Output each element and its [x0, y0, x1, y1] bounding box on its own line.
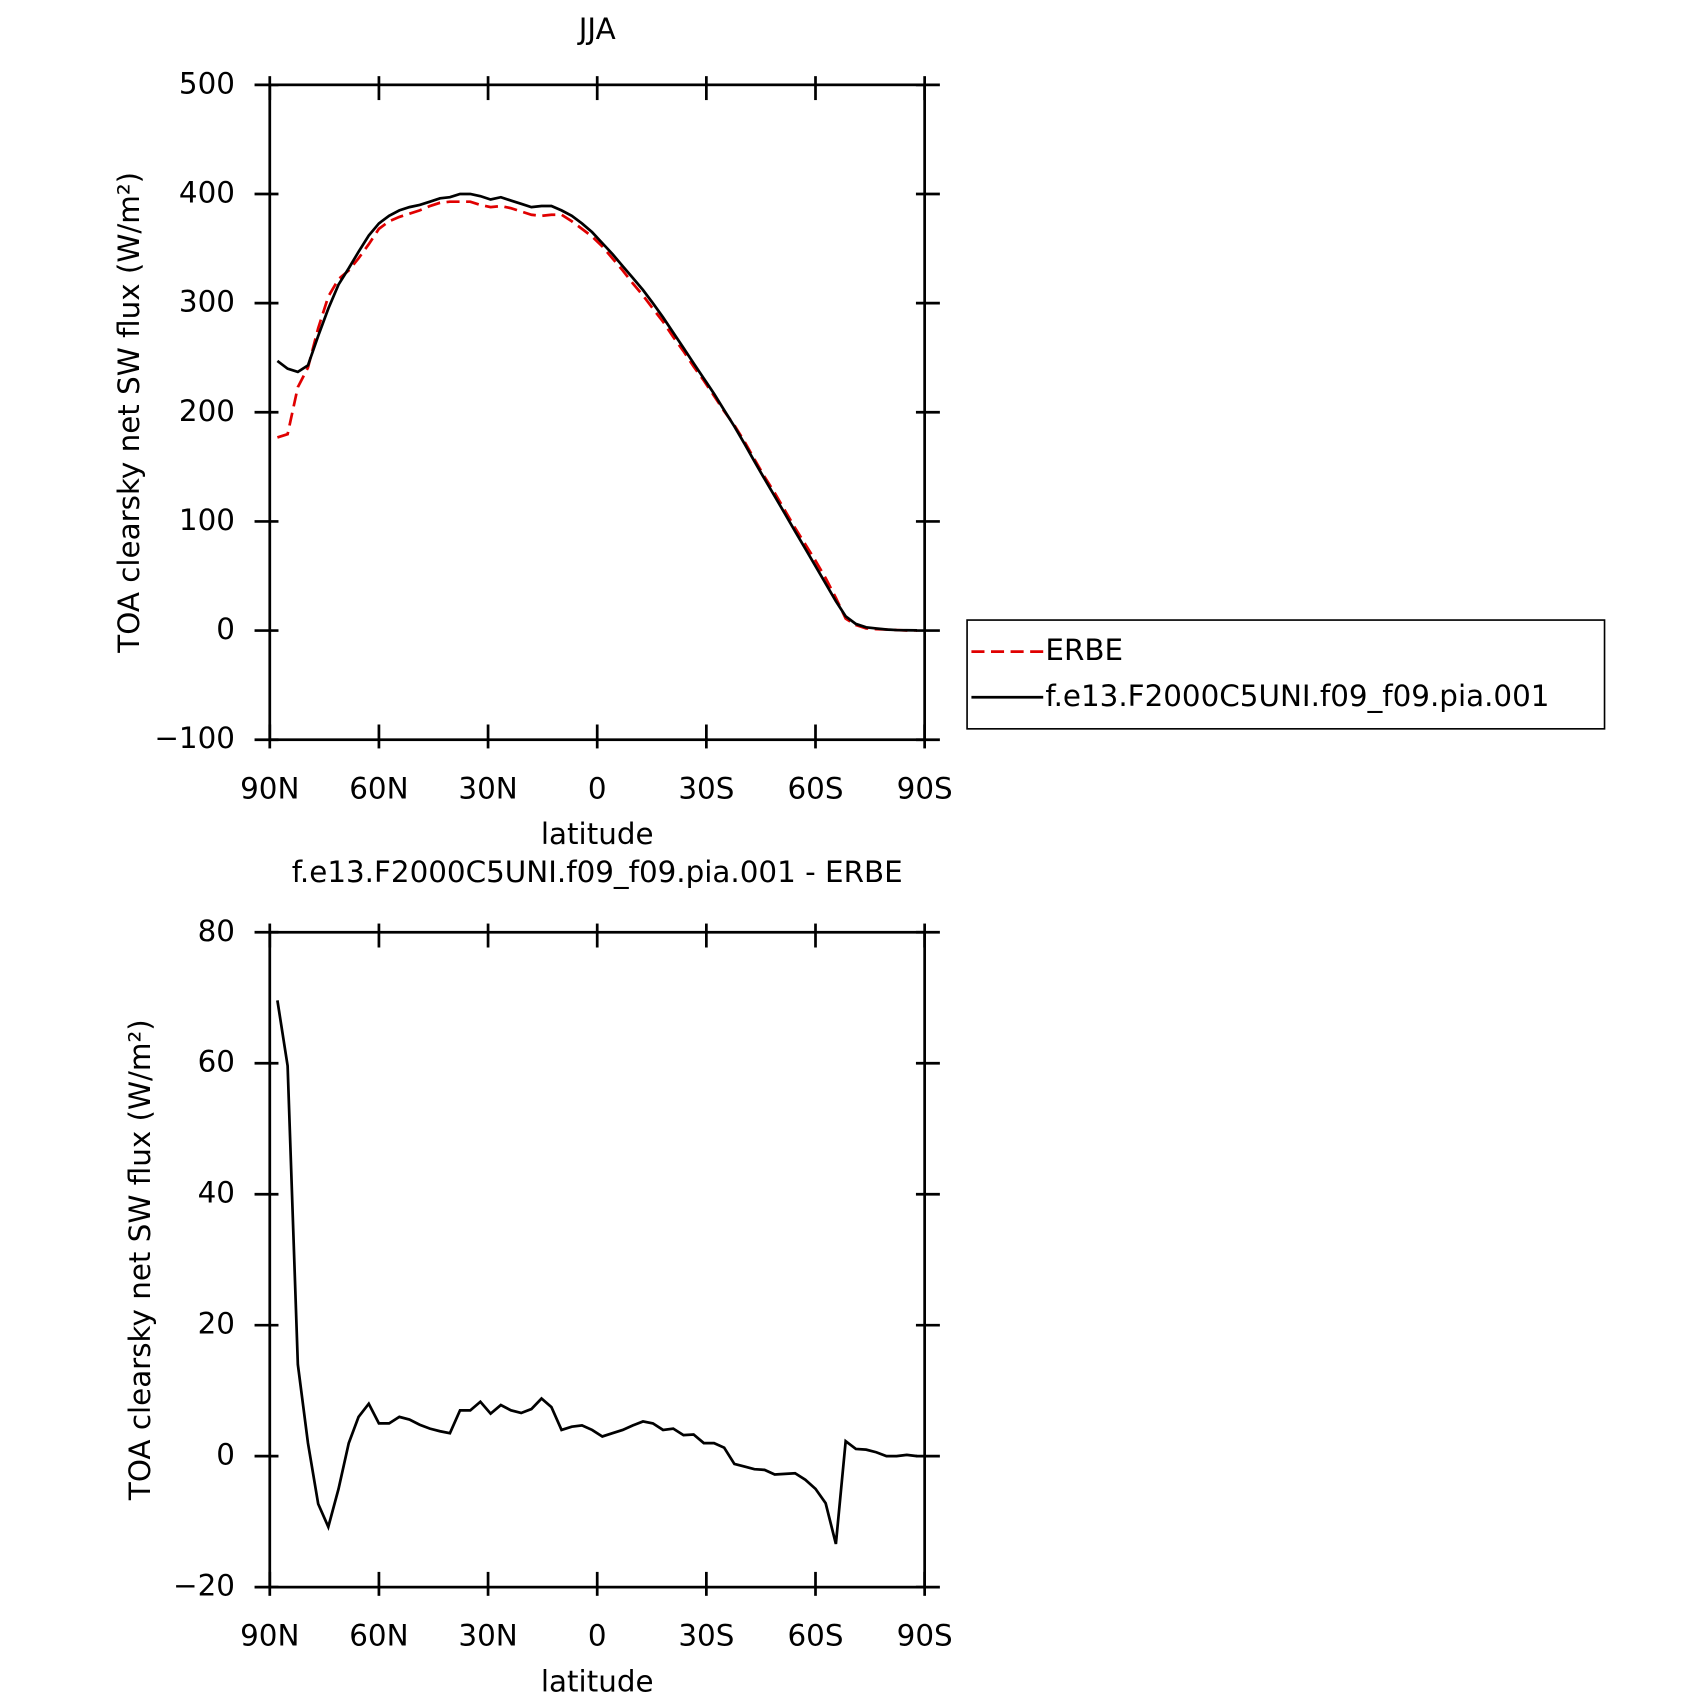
- x-tick-label: 90N: [240, 1619, 299, 1653]
- y-axis-label: TOA clearsky net SW flux (W/m²): [123, 1019, 157, 1501]
- y-tick-label: 0: [216, 612, 235, 646]
- y-tick-label: 20: [198, 1307, 235, 1341]
- legend-box: [966, 619, 1606, 730]
- plot-frame: [268, 930, 927, 1589]
- y-tick-label: 200: [179, 394, 235, 428]
- x-tick-label: 60S: [788, 1619, 844, 1653]
- y-tick-label: 60: [198, 1045, 235, 1079]
- y-tick-label: −100: [154, 721, 235, 755]
- x-axis-label: latitude: [541, 1664, 654, 1697]
- legend-label: f.e13.F2000C5UNI.f09_f09.pia.001: [1045, 679, 1549, 713]
- x-tick-label: 30S: [678, 1619, 734, 1653]
- chart-title: f.e13.F2000C5UNI.f09_f09.pia.001 - ERBE: [292, 855, 903, 889]
- y-axis-label: TOA clearsky net SW flux (W/m²): [112, 172, 146, 654]
- x-tick-label: 30N: [458, 771, 517, 805]
- x-tick-label: 90S: [897, 771, 953, 805]
- y-tick-label: 80: [198, 914, 235, 948]
- y-tick-label: 300: [179, 285, 235, 319]
- x-axis-label: latitude: [541, 817, 654, 851]
- y-tick-label: 400: [179, 175, 235, 209]
- data-line: [276, 192, 918, 632]
- data-line: [276, 200, 918, 632]
- x-tick-label: 90S: [897, 1619, 953, 1653]
- x-tick-label: 90N: [240, 771, 299, 805]
- x-tick-label: 0: [588, 771, 607, 805]
- y-tick-label: −20: [173, 1569, 235, 1603]
- y-tick-label: 500: [179, 66, 235, 100]
- x-tick-label: 30S: [678, 771, 734, 805]
- plot-frame: [268, 83, 927, 742]
- x-tick-label: 60N: [349, 1619, 408, 1653]
- data-line: [276, 1000, 918, 1545]
- y-tick-label: 0: [216, 1438, 235, 1472]
- x-tick-label: 60S: [788, 771, 844, 805]
- legend-label: ERBE: [1045, 633, 1123, 667]
- x-tick-label: 0: [588, 1619, 607, 1653]
- y-tick-label: 40: [198, 1176, 235, 1210]
- chart-title: JJA: [577, 12, 616, 46]
- x-tick-label: 60N: [349, 771, 408, 805]
- x-tick-label: 30N: [458, 1619, 517, 1653]
- y-tick-label: 100: [179, 503, 235, 537]
